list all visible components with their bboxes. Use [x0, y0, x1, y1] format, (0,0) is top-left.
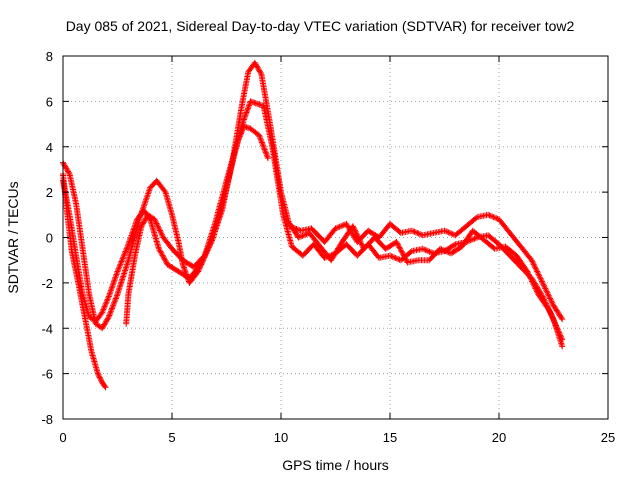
y-tick-label: 0 — [46, 231, 53, 246]
marker-path-track-a — [60, 59, 566, 332]
series-track-a — [60, 59, 566, 332]
axis-ticks: 0 5 10 15 20 25 -8 -6 -4 -2 0 2 4 6 8 — [41, 49, 615, 445]
x-axis-label: GPS time / hours — [282, 457, 389, 473]
x-tick-label: 0 — [59, 430, 66, 445]
y-tick-label: 2 — [46, 185, 53, 200]
data-series — [60, 59, 566, 391]
x-tick-label: 5 — [168, 430, 175, 445]
y-tick-label: -6 — [41, 367, 53, 382]
x-tick-label: 10 — [274, 430, 288, 445]
y-tick-label: 6 — [46, 94, 53, 109]
y-tick-label: -8 — [41, 412, 53, 427]
y-tick-label: -4 — [41, 321, 53, 336]
grid-lines — [63, 56, 608, 419]
x-tick-label: 25 — [601, 430, 615, 445]
chart-title: Day 085 of 2021, Sidereal Day-to-day VTE… — [65, 18, 575, 34]
x-tick-label: 15 — [383, 430, 397, 445]
marker-path-track-d — [123, 123, 271, 327]
x-tick-label: 20 — [492, 430, 506, 445]
marker-path-track-e — [286, 220, 566, 343]
y-axis-label: SDTVAR / TECUs — [5, 181, 21, 293]
series-track-c — [60, 171, 109, 391]
series-track-d — [123, 123, 271, 327]
marker-path-track-b — [60, 98, 566, 350]
marker-path-track-c — [60, 171, 109, 391]
series-track-b — [60, 98, 566, 350]
series-track-e — [286, 220, 566, 343]
y-tick-label: 4 — [46, 140, 53, 155]
y-tick-label: -2 — [41, 276, 53, 291]
y-tick-label: 8 — [46, 49, 53, 64]
